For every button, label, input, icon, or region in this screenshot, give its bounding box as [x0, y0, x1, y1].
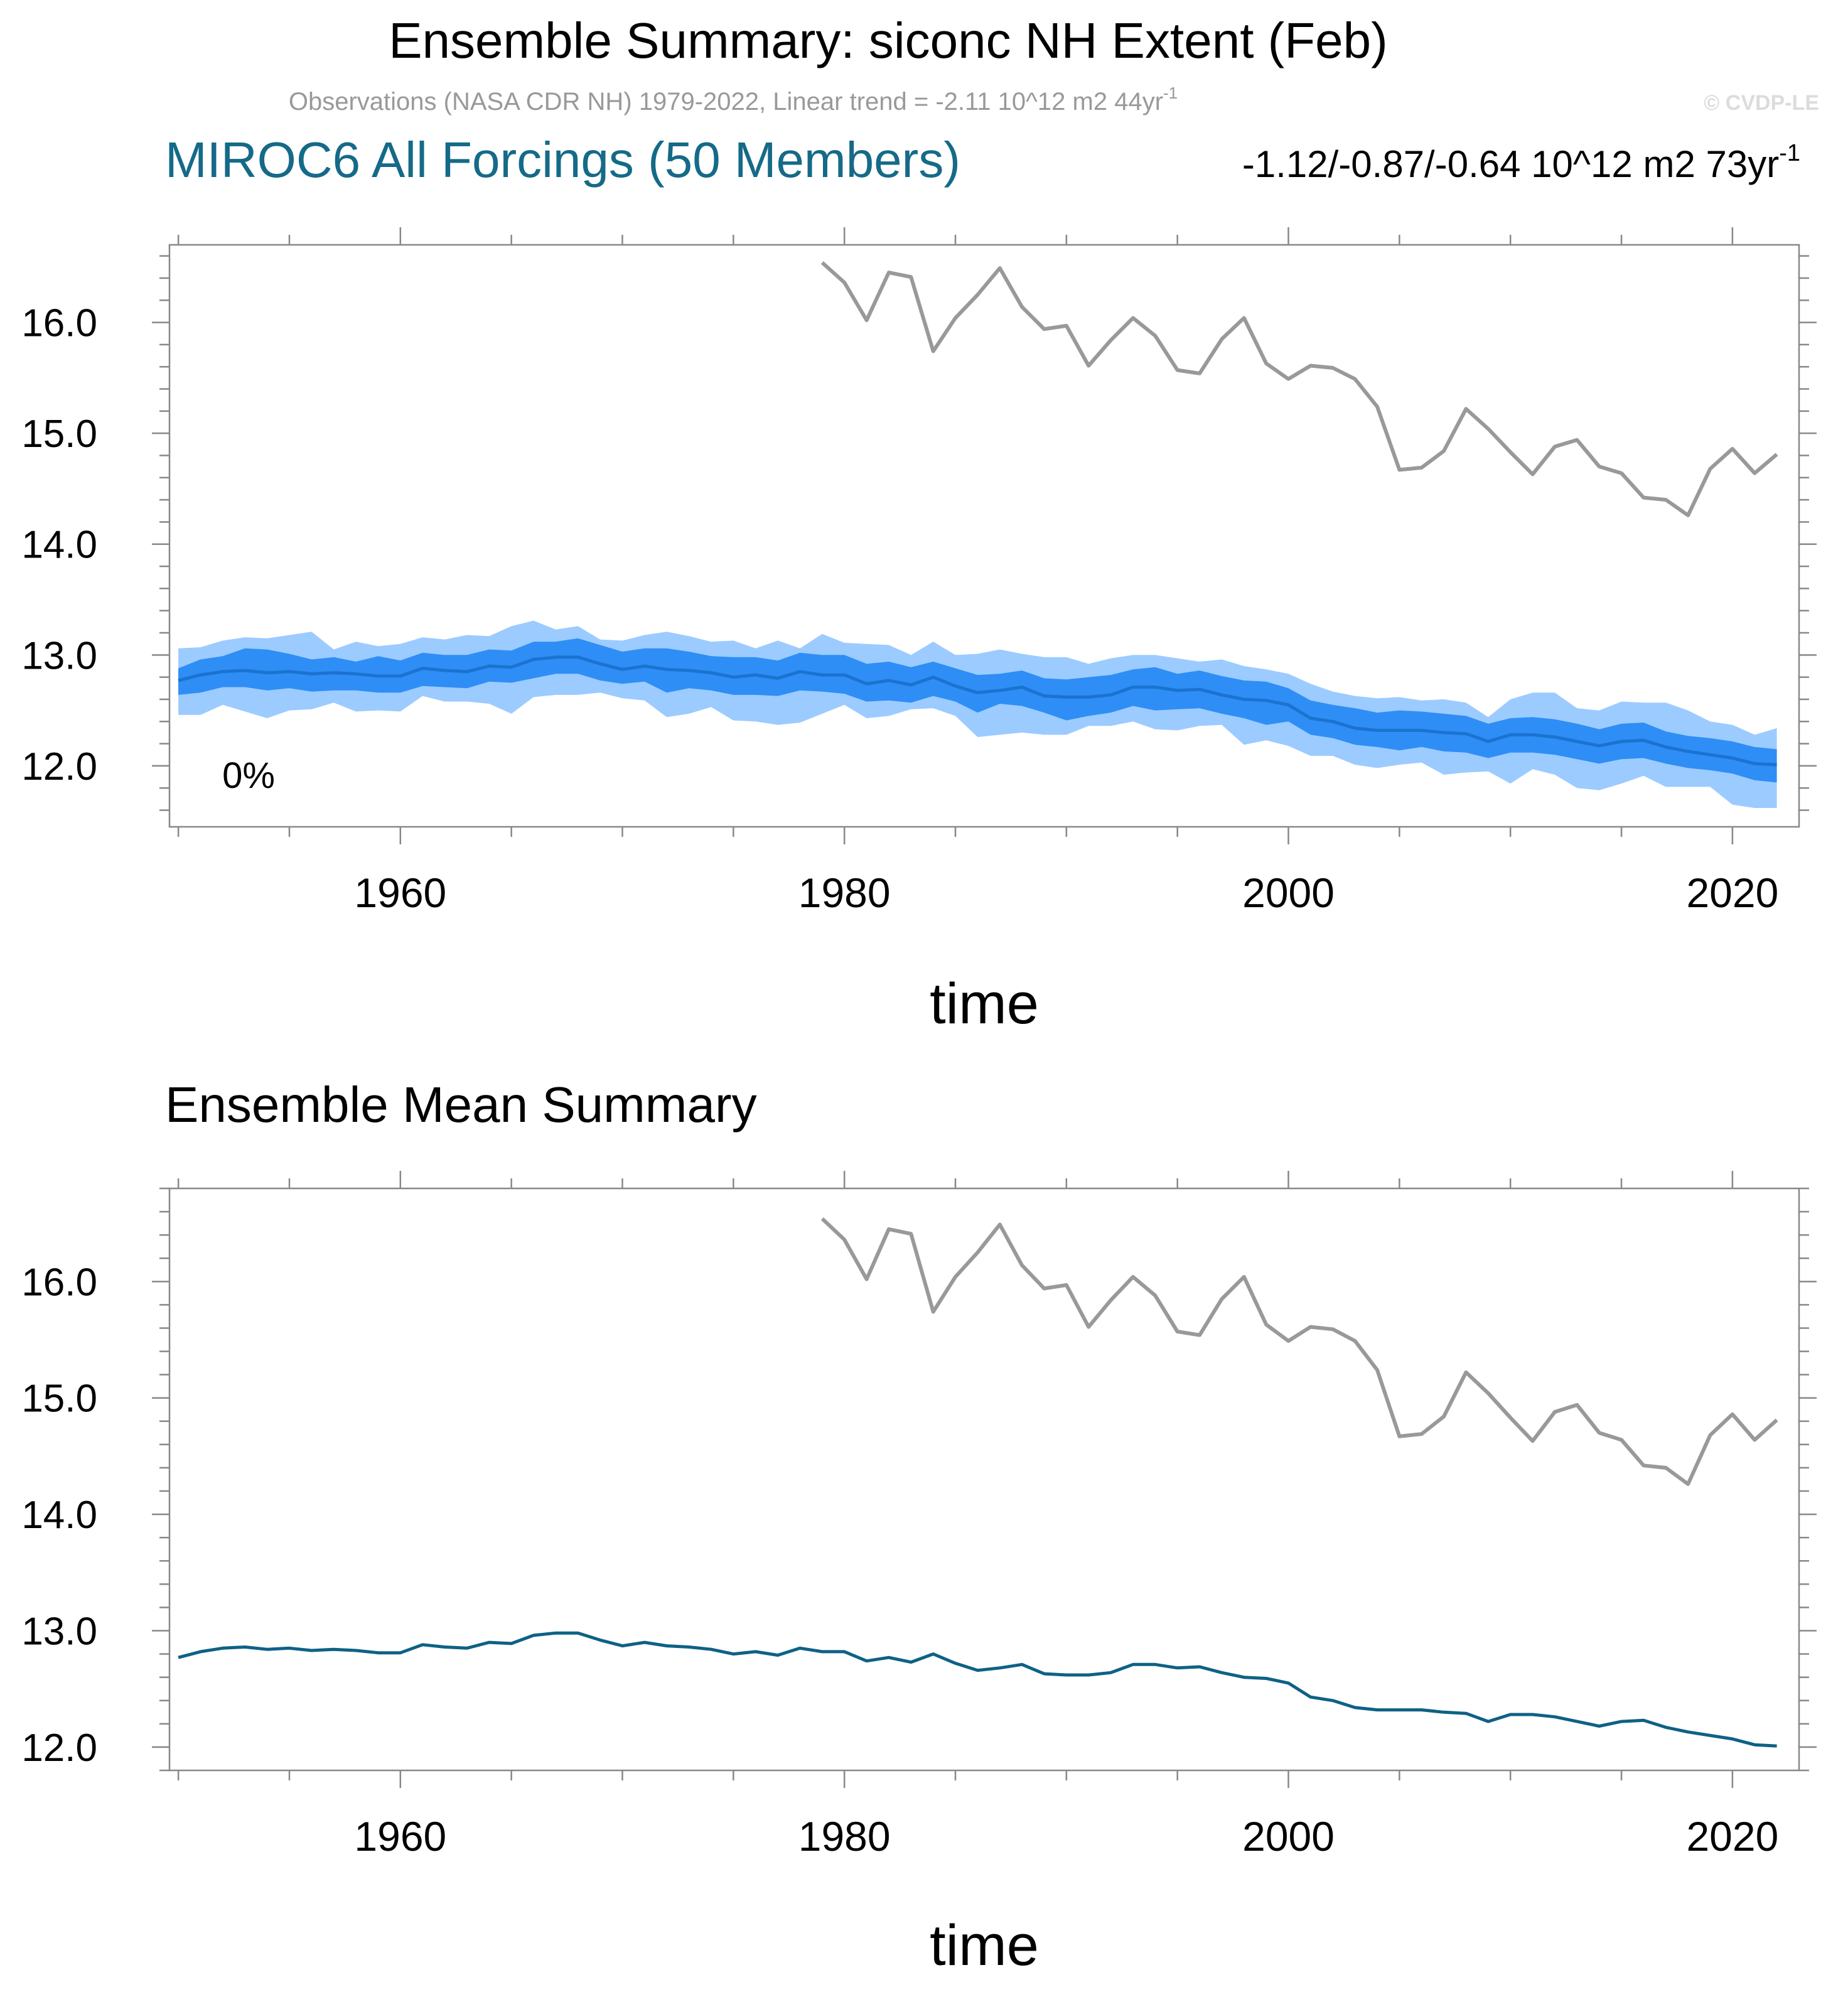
percent-annotation: 0% — [222, 755, 275, 796]
x-tick-label: 2020 — [1686, 869, 1778, 916]
panel1-plot: 1960 1980 2000 2020 12.0 13.0 14.0 15.0 16.0 0% — [21, 227, 1817, 916]
x-tick-label: 2000 — [1242, 869, 1335, 916]
panel1-trend-text: -1.12/-0.87/-0.64 10^12 m2 73yr — [1242, 143, 1779, 185]
y-tick-label: 13.0 — [21, 634, 97, 677]
panel1-xlabel: time — [930, 972, 1039, 1036]
ensemble-10-90-band — [178, 638, 1777, 783]
y-tick-label: 13.0 — [21, 1610, 97, 1654]
figure-title: Ensemble Summary: siconc NH Extent (Feb) — [389, 13, 1388, 68]
y-tick-label: 16.0 — [21, 1261, 97, 1304]
watermark: © CVDP-LE — [1704, 91, 1819, 115]
panel1-trend-label: -1.12/-0.87/-0.64 10^12 m2 73yr-1 — [1242, 140, 1800, 185]
panel1-title: MIROC6 All Forcings (50 Members) — [165, 132, 960, 188]
panel1-trend-sup: -1 — [1779, 140, 1800, 166]
ensemble-mean-line — [178, 655, 1777, 767]
y-tick-label: 12.0 — [21, 1726, 97, 1770]
y-tick-label: 15.0 — [21, 1377, 97, 1421]
x-tick-label: 1980 — [798, 869, 891, 916]
x-tick-label: 1960 — [354, 1813, 446, 1860]
y-tick-label: 14.0 — [21, 524, 97, 567]
panel2-frame — [168, 1187, 1800, 1772]
y-tick-label: 15.0 — [21, 412, 97, 456]
panel2-plot: 1960 1980 2000 2020 12.0 13.0 14.0 15.0 16.0 — [21, 1171, 1817, 1860]
observations-line — [820, 1217, 1778, 1486]
y-tick-label: 12.0 — [21, 745, 97, 789]
y-tick-label: 16.0 — [21, 302, 97, 345]
panel2-series-layer — [178, 1217, 1778, 1748]
panel1-series-layer — [178, 261, 1778, 808]
observations-label-sup: -1 — [1163, 83, 1178, 102]
panel1-frame — [168, 244, 1800, 828]
ensemble-minmax-band — [178, 620, 1777, 808]
observations-label-text: Observations (NASA CDR NH) 1979-2022, Li… — [289, 88, 1163, 116]
panel2-title: Ensemble Mean Summary — [165, 1077, 757, 1133]
panel2-xlabel: time — [930, 1914, 1039, 1978]
x-tick-label: 2000 — [1242, 1813, 1335, 1860]
x-tick-label: 2020 — [1686, 1813, 1778, 1860]
x-tick-label: 1960 — [354, 869, 446, 916]
x-tick-label: 1980 — [798, 1813, 891, 1860]
observations-line — [820, 261, 1778, 517]
observations-label: Observations (NASA CDR NH) 1979-2022, Li… — [289, 83, 1178, 116]
ensemble-mean-line — [178, 1631, 1777, 1748]
y-tick-label: 14.0 — [21, 1494, 97, 1537]
